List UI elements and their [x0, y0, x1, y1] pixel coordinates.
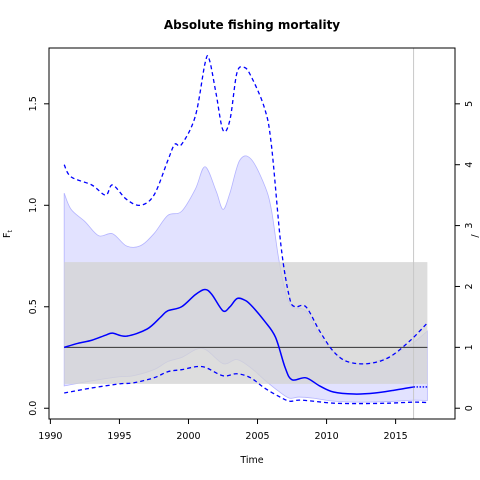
chart-title: Absolute fishing mortality — [164, 18, 340, 32]
x-tick-label: 1990 — [38, 431, 62, 442]
right-y-tick-label: 2 — [464, 283, 475, 289]
y-tick-label: 1.0 — [28, 198, 39, 213]
right-y-tick-label: 3 — [464, 223, 475, 229]
right-axis-partial-label: / — [470, 234, 480, 238]
right-y-tick-label: 4 — [464, 162, 475, 168]
y-axis-label-main: F — [2, 233, 13, 238]
x-tick-label: 1995 — [107, 431, 131, 442]
right-y-tick-label: 5 — [464, 101, 475, 107]
axes: 1990 1995 2000 2005 2010 2015 0.0 0.5 1.0 1.5 0 1 2 3… — [28, 47, 475, 442]
upper-ci-line — [63, 55, 428, 365]
y-tick-label: 0.0 — [28, 401, 39, 416]
x-tick-label: 2015 — [384, 431, 408, 442]
reference-band — [64, 262, 428, 384]
lower-ci-line — [64, 365, 428, 405]
x-tick-label: 2005 — [245, 431, 269, 442]
y-tick-label: 0.5 — [28, 299, 39, 314]
x-tick-label: 2010 — [314, 431, 338, 442]
median-line — [63, 288, 414, 395]
y-axis-label: Ft — [2, 230, 14, 238]
y-axis-label-sub: t — [6, 230, 14, 233]
svg-text:Ft: Ft — [2, 230, 14, 238]
x-axis-label: Time — [239, 455, 263, 466]
right-y-tick-label: 0 — [464, 405, 475, 411]
y-tick-label: 1.5 — [28, 96, 39, 111]
plot-frame — [48, 47, 456, 420]
x-tick-label: 2000 — [176, 431, 200, 442]
right-y-tick-label: 1 — [464, 344, 475, 350]
plot-area — [63, 48, 428, 419]
